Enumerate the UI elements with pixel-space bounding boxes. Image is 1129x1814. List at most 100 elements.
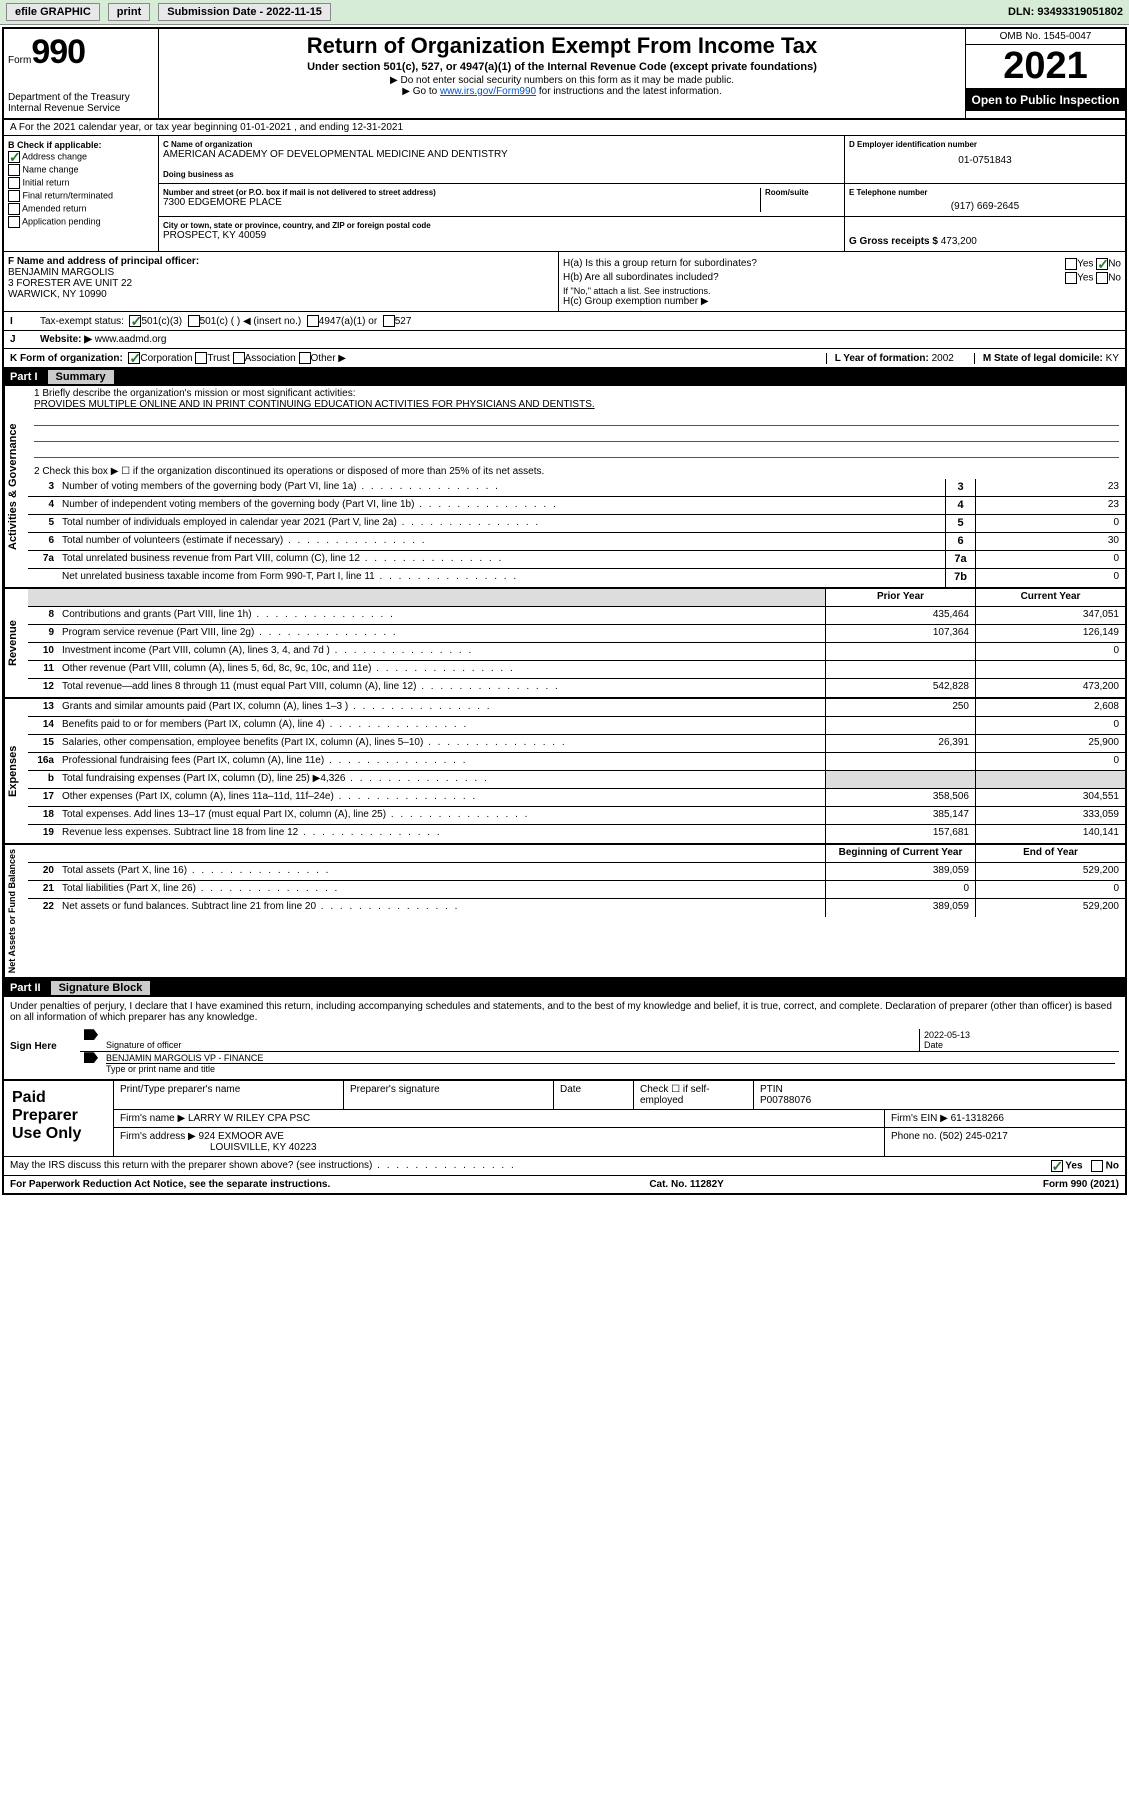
firm-name: LARRY W RILEY CPA PSC (188, 1113, 310, 1124)
tax-year: 2021 (966, 45, 1125, 89)
dba-label: Doing business as (163, 170, 840, 179)
527-checkbox[interactable] (383, 315, 395, 327)
data-row: 20 Total assets (Part X, line 16) 389,05… (28, 863, 1125, 881)
part1-tag: Part I (10, 371, 38, 383)
gross-label: G Gross receipts $ (849, 236, 938, 247)
dln-label: DLN: 93493319051802 (1008, 6, 1123, 18)
data-row: 15 Salaries, other compensation, employe… (28, 735, 1125, 753)
mission-q1: 1 Briefly describe the organization's mi… (34, 388, 1119, 399)
ptin-header: PTINP00788076 (754, 1081, 1125, 1109)
hb-yes-checkbox[interactable] (1065, 272, 1077, 284)
declaration-text: Under penalties of perjury, I declare th… (10, 1001, 1119, 1023)
data-row: 14 Benefits paid to or for members (Part… (28, 717, 1125, 735)
4947-checkbox[interactable] (307, 315, 319, 327)
preparer-sig-header: Preparer's signature (344, 1081, 554, 1109)
initial-return-checkbox[interactable] (8, 177, 20, 189)
data-row: 22 Net assets or fund balances. Subtract… (28, 899, 1125, 917)
name-change-checkbox[interactable] (8, 164, 20, 176)
netassets-section: Net Assets or Fund Balances Beginning of… (4, 843, 1125, 979)
part1-header: Part I Summary (4, 368, 1125, 386)
mission-q2: 2 Check this box ▶ ☐ if the organization… (34, 466, 1119, 477)
subtitle-3: ▶ Go to www.irs.gov/Form990 for instruct… (163, 86, 961, 97)
firm-addr2: LOUISVILLE, KY 40223 (210, 1142, 317, 1153)
assoc-checkbox[interactable] (233, 352, 245, 364)
501c3-checkbox[interactable] (129, 315, 141, 327)
top-toolbar: efile GRAPHIC print Submission Date - 20… (0, 0, 1129, 25)
data-row: 10 Investment income (Part VIII, column … (28, 643, 1125, 661)
data-row: 16a Professional fundraising fees (Part … (28, 753, 1125, 771)
net-header-row: Beginning of Current Year End of Year (28, 845, 1125, 863)
city-label: City or town, state or province, country… (163, 221, 840, 230)
arrow-icon (84, 1029, 98, 1040)
expenses-section: Expenses 13 Grants and similar amounts p… (4, 699, 1125, 843)
header-left: Form 990 Department of the Treasury Inte… (4, 29, 159, 118)
row-i-tax-status: I Tax-exempt status: 501(c)(3) 501(c) ( … (4, 312, 1125, 331)
governance-side-label: Activities & Governance (4, 386, 28, 587)
city-value: PROSPECT, KY 40059 (163, 230, 840, 241)
application-pending-checkbox[interactable] (8, 216, 20, 228)
hb-label: H(b) Are all subordinates included? (563, 272, 719, 284)
self-employed-header: Check ☐ if self-employed (634, 1081, 754, 1109)
501c-checkbox[interactable] (188, 315, 200, 327)
column-f-officer: F Name and address of principal officer:… (4, 252, 559, 311)
row-a-tax-year: A For the 2021 calendar year, or tax yea… (4, 120, 1125, 136)
omb-number: OMB No. 1545-0047 (966, 29, 1125, 45)
header-center: Return of Organization Exempt From Incom… (159, 29, 965, 118)
paid-preparer-label: Paid Preparer Use Only (4, 1081, 114, 1156)
part1-title: Summary (48, 370, 114, 384)
corp-checkbox[interactable] (128, 352, 140, 364)
form-title: Return of Organization Exempt From Incom… (163, 33, 961, 59)
officer-name: BENJAMIN MARGOLIS (8, 267, 114, 278)
form-org-label: K Form of organization: (10, 353, 123, 364)
amended-return-checkbox[interactable] (8, 203, 20, 215)
gov-row: 6 Total number of volunteers (estimate i… (28, 533, 1125, 551)
ha-yes-checkbox[interactable] (1065, 258, 1077, 270)
gov-row: 7a Total unrelated business revenue from… (28, 551, 1125, 569)
arrow-icon (84, 1052, 98, 1063)
part2-title: Signature Block (51, 981, 151, 995)
org-name: AMERICAN ACADEMY OF DEVELOPMENTAL MEDICI… (163, 149, 840, 160)
mission-block: 1 Briefly describe the organization's mi… (28, 386, 1125, 479)
form-header: Form 990 Department of the Treasury Inte… (4, 29, 1125, 120)
signature-officer-cell: Signature of officer (102, 1029, 919, 1051)
officer-label: F Name and address of principal officer: (8, 256, 199, 267)
row-k-form-org: K Form of organization: Corporation Trus… (4, 349, 1125, 368)
column-b-checkboxes: B Check if applicable: Address change Na… (4, 136, 159, 251)
data-row: 9 Program service revenue (Part VIII, li… (28, 625, 1125, 643)
irs-link[interactable]: www.irs.gov/Form990 (440, 86, 536, 97)
print-button[interactable]: print (108, 3, 150, 21)
part2-header: Part II Signature Block (4, 979, 1125, 997)
current-year-header: Current Year (975, 589, 1125, 606)
hb-no-checkbox[interactable] (1096, 272, 1108, 284)
gov-row: Net unrelated business taxable income fr… (28, 569, 1125, 587)
hc-label: H(c) Group exemption number ▶ (563, 296, 1121, 307)
form-label: Form (8, 55, 31, 66)
data-row: 8 Contributions and grants (Part VIII, l… (28, 607, 1125, 625)
row-fgh: F Name and address of principal officer:… (4, 252, 1125, 312)
submission-date: Submission Date - 2022-11-15 (158, 3, 331, 21)
trust-checkbox[interactable] (195, 352, 207, 364)
address-change-checkbox[interactable] (8, 151, 20, 163)
discuss-yes-checkbox[interactable] (1051, 1160, 1063, 1172)
officer-addr1: 3 FORESTER AVE UNIT 22 (8, 278, 132, 289)
irs-label: Internal Revenue Service (8, 103, 154, 114)
governance-section: Activities & Governance 1 Briefly descri… (4, 386, 1125, 587)
ein-label: D Employer identification number (849, 140, 1121, 149)
form-footer: Form 990 (2021) (1043, 1179, 1119, 1190)
revenue-side-label: Revenue (4, 589, 28, 697)
tel-label: E Telephone number (849, 188, 1121, 197)
ha-no-checkbox[interactable] (1096, 258, 1108, 270)
final-return-checkbox[interactable] (8, 190, 20, 202)
subtitle-1: Under section 501(c), 527, or 4947(a)(1)… (163, 61, 961, 73)
mission-text: PROVIDES MULTIPLE ONLINE AND IN PRINT CO… (34, 399, 1119, 410)
website-label: Website: ▶ (40, 334, 92, 345)
signature-block: Under penalties of perjury, I declare th… (4, 997, 1125, 1079)
col-header-row: Prior Year Current Year (28, 589, 1125, 607)
data-row: 13 Grants and similar amounts paid (Part… (28, 699, 1125, 717)
other-checkbox[interactable] (299, 352, 311, 364)
discuss-no-checkbox[interactable] (1091, 1160, 1103, 1172)
form-number: 990 (31, 33, 85, 72)
prior-year-header: Prior Year (825, 589, 975, 606)
gross-value: 473,200 (941, 236, 977, 247)
data-row: 12 Total revenue—add lines 8 through 11 … (28, 679, 1125, 697)
